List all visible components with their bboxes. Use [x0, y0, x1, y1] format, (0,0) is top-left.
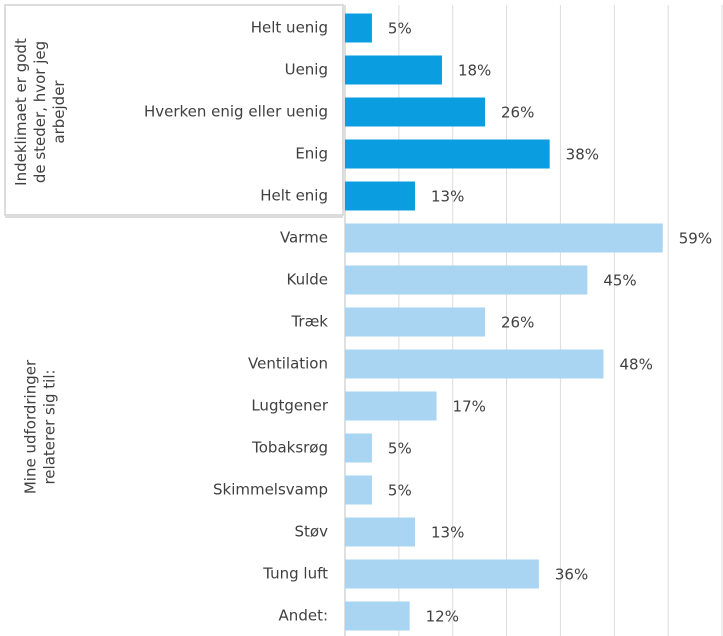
bar	[345, 13, 372, 43]
bar	[345, 475, 372, 505]
bar	[345, 601, 410, 631]
category-label: Ventilation	[248, 355, 328, 373]
value-label: 17%	[453, 398, 486, 416]
group-label: Mine udfordringerrelaterer sig til:	[21, 359, 58, 494]
category-label: Helt uenig	[251, 19, 328, 37]
category-label: Tobaksrøg	[251, 439, 328, 457]
bar	[345, 349, 604, 379]
value-label: 13%	[431, 188, 464, 206]
bar	[345, 139, 550, 169]
bar	[345, 181, 416, 211]
value-label: 12%	[426, 608, 459, 626]
category-label: Andet:	[279, 607, 328, 625]
bar	[345, 97, 486, 127]
value-label: 5%	[388, 482, 412, 500]
category-label: Uenig	[285, 61, 328, 79]
value-label: 45%	[603, 272, 636, 290]
bar	[345, 265, 588, 295]
bar	[345, 559, 539, 589]
category-label: Træk	[290, 313, 328, 331]
group-box	[4, 4, 344, 216]
value-label: 59%	[679, 230, 712, 248]
value-label: 18%	[458, 62, 491, 80]
category-label: Skimmelsvamp	[213, 481, 328, 499]
bar	[345, 517, 416, 547]
group-label: Indeklimaet er godtde steder, hvor jegar…	[12, 38, 68, 186]
value-label: 48%	[620, 356, 653, 374]
category-label: Enig	[295, 145, 328, 163]
bar	[345, 223, 663, 253]
bar	[345, 307, 486, 337]
category-label: Helt enig	[260, 187, 328, 205]
value-label: 26%	[501, 104, 534, 122]
category-label: Lugtgener	[251, 397, 328, 415]
value-label: 36%	[555, 566, 588, 584]
value-label: 26%	[501, 314, 534, 332]
value-label: 5%	[388, 20, 412, 38]
category-label: Kulde	[286, 271, 328, 289]
bar	[345, 391, 437, 421]
category-label: Tung luft	[262, 565, 328, 583]
category-label: Hverken enig eller uenig	[144, 103, 328, 121]
bar	[345, 55, 442, 85]
value-label: 13%	[431, 524, 464, 542]
category-label: Støv	[295, 523, 329, 541]
category-label: Varme	[280, 229, 328, 247]
value-label: 5%	[388, 440, 412, 458]
value-label: 38%	[566, 146, 599, 164]
bar	[345, 433, 372, 463]
